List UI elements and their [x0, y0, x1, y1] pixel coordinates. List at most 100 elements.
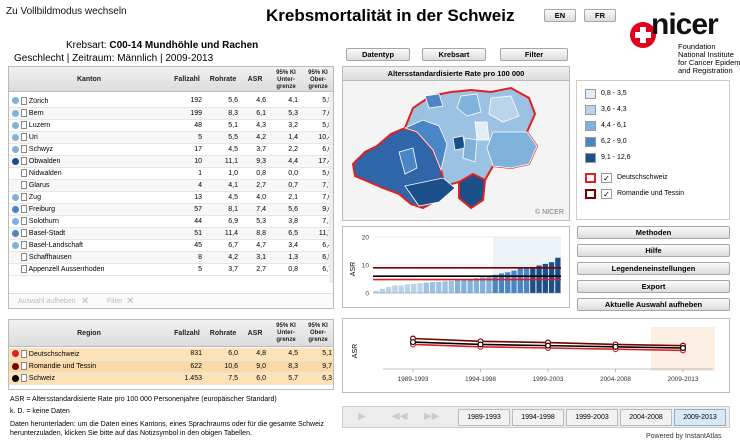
kanton-row[interactable]: Nidwalden 1 1,0 0,8 0,0 5,0 — [9, 167, 333, 180]
region-row[interactable]: Romandie und Tessin 622 10,6 9,0 8,3 9,7 — [9, 360, 333, 373]
note-icon[interactable] — [20, 181, 27, 189]
region-legend-checkbox[interactable]: ✓ — [601, 189, 612, 199]
note-icon[interactable] — [20, 241, 27, 249]
note-icon[interactable] — [20, 205, 27, 213]
region-legend-checkbox[interactable]: ✓ — [601, 173, 612, 183]
kanton-row[interactable]: Schwyz 17 4,5 3,7 2,2 6,0 — [9, 143, 333, 156]
note-icon[interactable] — [20, 229, 27, 237]
kanton-row[interactable]: Solothurn 44 6,9 5,3 3,8 7,1 — [9, 215, 333, 228]
col-ki-lower[interactable]: 95% KI Unter-grenze — [276, 70, 296, 90]
selection-dot[interactable] — [12, 350, 19, 358]
region-row[interactable]: Deutschschweiz 831 6,0 4,8 4,5 5,1 — [9, 348, 333, 361]
kanton-row[interactable]: Zürich 192 5,6 4,6 4,1 5,5 — [9, 95, 333, 108]
kanton-row[interactable]: Glarus 4 4,1 2,7 0,7 7,7 — [9, 179, 333, 192]
kanton-row[interactable]: Basel-Landschaft 45 6,7 4,7 3,4 6,4 — [9, 239, 333, 252]
col-region-rohrate[interactable]: Rohrate — [209, 330, 237, 337]
fullscreen-link[interactable]: Zu Vollbildmodus wechseln — [6, 6, 127, 17]
line-point[interactable] — [680, 345, 687, 352]
note-icon[interactable] — [20, 121, 27, 129]
kanton-row[interactable]: Obwalden 10 11,1 9,3 4,4 17,4 — [9, 155, 333, 168]
timeline-period[interactable]: 1999-2003 — [566, 409, 618, 426]
selection-dot[interactable] — [12, 121, 19, 129]
line-point[interactable] — [477, 341, 484, 348]
note-icon[interactable] — [20, 374, 27, 382]
note-icon[interactable] — [20, 193, 27, 201]
col-fallzahl[interactable]: Fallzahl — [174, 76, 200, 83]
selection-dot[interactable] — [12, 193, 19, 201]
selection-dot[interactable] — [12, 145, 19, 153]
note-icon[interactable] — [20, 265, 27, 273]
selection-dot[interactable] — [12, 205, 19, 213]
selection-dot[interactable] — [12, 254, 19, 261]
line-point[interactable] — [612, 343, 619, 350]
datatype-button[interactable]: Datentyp — [346, 48, 410, 61]
forward-button[interactable]: ▶▶ — [424, 411, 440, 422]
kanton-row[interactable]: Zug 13 4,5 4,0 2,1 7,0 — [9, 191, 333, 204]
clear-current-selection-button[interactable]: Aktuelle Auswahl aufheben — [577, 298, 730, 311]
hilfe-button[interactable]: Hilfe — [577, 244, 730, 257]
selection-dot[interactable] — [12, 170, 19, 177]
selection-dot[interactable] — [12, 266, 19, 273]
kanton-scrollbar[interactable] — [329, 93, 333, 283]
lang-fr-button[interactable]: FR — [584, 9, 616, 22]
map-canton-glarus[interactable] — [474, 121, 490, 141]
note-icon[interactable] — [20, 109, 27, 117]
col-region-fallzahl[interactable]: Fallzahl — [174, 330, 200, 337]
col-region-ki-lower[interactable]: 95% KI Unter-grenze — [276, 323, 296, 343]
line-chart[interactable]: 1989-1993 1994-1998 1999-2003 2004-2008 2009… — [343, 319, 729, 392]
methoden-button[interactable]: Methoden — [577, 226, 730, 239]
map-canton-basel[interactable] — [424, 93, 444, 109]
selection-dot[interactable] — [12, 182, 19, 189]
cancertype-button[interactable]: Krebsart — [422, 48, 486, 61]
filter-link[interactable]: Filter — [107, 298, 123, 305]
selection-dot[interactable] — [12, 229, 19, 237]
map-canton-bern[interactable] — [403, 119, 448, 172]
line-point[interactable] — [545, 342, 552, 349]
bar-chart[interactable]: 0 10 20 ASR — [343, 227, 569, 307]
note-icon[interactable] — [20, 253, 27, 261]
note-icon[interactable] — [20, 157, 27, 165]
rewind-button[interactable]: ◀◀ — [392, 411, 408, 422]
col-asr[interactable]: ASR — [247, 76, 263, 83]
selection-dot[interactable] — [12, 133, 19, 141]
selection-dot[interactable] — [12, 241, 19, 249]
timeline-period[interactable]: 1989-1993 — [458, 409, 510, 426]
filter-button[interactable]: Filter — [500, 48, 568, 61]
selection-dot[interactable] — [12, 109, 19, 117]
selection-dot[interactable] — [12, 157, 19, 165]
map-canton-graubuenden[interactable] — [486, 131, 538, 169]
note-icon[interactable] — [20, 145, 27, 153]
col-region-asr[interactable]: ASR — [247, 330, 263, 337]
map-canton-freiburg[interactable] — [398, 147, 418, 175]
map-canton-stgallen[interactable] — [488, 95, 520, 123]
export-button[interactable]: Export — [577, 280, 730, 293]
col-ki-upper[interactable]: 95% KI Ober-grenze — [308, 70, 328, 90]
kanton-row[interactable]: Basel-Stadt 51 11,4 8,8 6,5 11,7 — [9, 227, 333, 240]
kanton-row[interactable]: Luzern 48 5,1 4,3 3,2 5,8 — [9, 119, 333, 132]
selection-dot[interactable] — [12, 362, 19, 370]
col-region-ki-upper[interactable]: 95% KI Ober-grenze — [308, 323, 328, 343]
note-icon[interactable] — [20, 217, 27, 225]
kanton-row[interactable]: Schaffhausen 8 4,2 3,1 1,3 6,5 — [9, 251, 333, 264]
note-icon[interactable] — [20, 133, 27, 141]
map-canton-wallis[interactable] — [404, 177, 456, 207]
map-canton-obwalden[interactable] — [452, 135, 466, 151]
note-icon[interactable] — [20, 169, 27, 177]
switzerland-map[interactable]: © NICER — [343, 82, 569, 220]
clear-selection-link[interactable]: Auswahl aufheben — [18, 298, 76, 305]
col-region[interactable]: Region — [77, 330, 101, 337]
kanton-row[interactable]: Appenzell Ausserrhoden 5 3,7 2,7 0,8 6,7 — [9, 263, 333, 276]
timeline-period[interactable]: 2004-2008 — [620, 409, 672, 426]
note-icon[interactable] — [20, 362, 27, 370]
col-kanton[interactable]: Kanton — [76, 76, 102, 83]
note-icon[interactable] — [20, 96, 27, 105]
filter-clear-icon[interactable]: ✕ — [126, 296, 135, 307]
timeline-period[interactable]: 2009-2013 — [674, 409, 726, 426]
lang-en-button[interactable]: EN — [544, 9, 576, 22]
selection-dot[interactable] — [12, 217, 19, 225]
selection-dot[interactable] — [12, 374, 19, 382]
map-canton-uri[interactable] — [462, 137, 478, 163]
line-point[interactable] — [409, 339, 416, 346]
selection-dot[interactable] — [12, 97, 19, 105]
col-rohrate[interactable]: Rohrate — [209, 76, 237, 83]
